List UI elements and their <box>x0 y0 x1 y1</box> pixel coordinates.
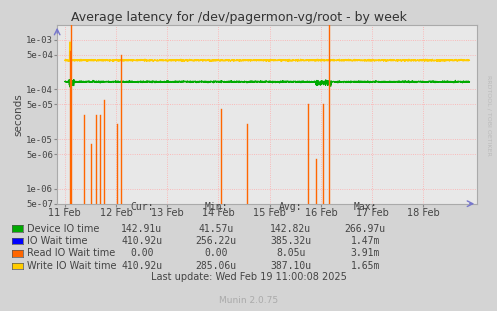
Text: 41.57u: 41.57u <box>199 224 234 234</box>
Text: 0.00: 0.00 <box>130 248 154 258</box>
Text: 385.32u: 385.32u <box>270 236 311 246</box>
Text: Average latency for /dev/pagermon-vg/root - by week: Average latency for /dev/pagermon-vg/roo… <box>71 11 407 24</box>
Text: 410.92u: 410.92u <box>121 236 162 246</box>
Text: Max:: Max: <box>353 202 377 212</box>
Text: Last update: Wed Feb 19 11:00:08 2025: Last update: Wed Feb 19 11:00:08 2025 <box>151 272 346 282</box>
Text: IO Wait time: IO Wait time <box>27 236 88 246</box>
Text: Min:: Min: <box>204 202 228 212</box>
Y-axis label: seconds: seconds <box>13 93 23 136</box>
Text: 8.05u: 8.05u <box>276 248 306 258</box>
Text: Munin 2.0.75: Munin 2.0.75 <box>219 296 278 305</box>
Text: 285.06u: 285.06u <box>196 261 237 271</box>
Text: 410.92u: 410.92u <box>121 261 162 271</box>
Text: 1.65m: 1.65m <box>350 261 380 271</box>
Text: 142.91u: 142.91u <box>121 224 162 234</box>
Text: Avg:: Avg: <box>279 202 303 212</box>
Text: Cur:: Cur: <box>130 202 154 212</box>
Text: 266.97u: 266.97u <box>345 224 386 234</box>
Text: 1.47m: 1.47m <box>350 236 380 246</box>
Text: 256.22u: 256.22u <box>196 236 237 246</box>
Text: RRDTOOL / TOBI OETIKER: RRDTOOL / TOBI OETIKER <box>486 75 491 156</box>
Text: Device IO time: Device IO time <box>27 224 100 234</box>
Text: Read IO Wait time: Read IO Wait time <box>27 248 116 258</box>
Text: 142.82u: 142.82u <box>270 224 311 234</box>
Text: 3.91m: 3.91m <box>350 248 380 258</box>
Text: Write IO Wait time: Write IO Wait time <box>27 261 117 271</box>
Text: 0.00: 0.00 <box>204 248 228 258</box>
Text: 387.10u: 387.10u <box>270 261 311 271</box>
